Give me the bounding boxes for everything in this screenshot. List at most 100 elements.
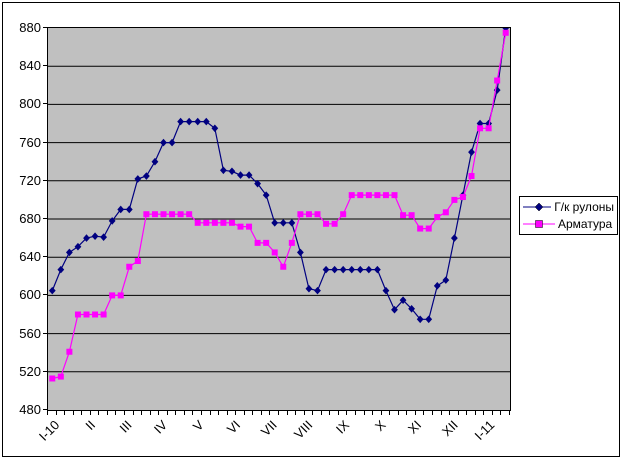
data-point-diamond (125, 205, 133, 214)
y-axis-tick-label: 520 (19, 363, 41, 379)
data-point-square (468, 173, 475, 180)
x-axis-month-label: VII (257, 417, 280, 440)
x-tick-mark (304, 411, 305, 415)
data-point-square (203, 219, 210, 226)
x-tick-mark (398, 411, 399, 415)
data-point-diamond (468, 148, 475, 156)
data-point-diamond (416, 315, 424, 324)
data-point-square (271, 249, 278, 256)
data-point-square (297, 211, 304, 218)
data-point-diamond (65, 248, 73, 257)
y-axis-tick-label: 600 (19, 287, 41, 303)
data-point-diamond (382, 286, 390, 295)
x-tick-mark (346, 411, 347, 415)
x-tick-mark (475, 411, 476, 415)
y-tick-mark (43, 65, 47, 66)
x-tick-mark (415, 411, 416, 415)
y-tick-mark (43, 256, 47, 257)
data-point-diamond (450, 234, 458, 242)
data-point-diamond (83, 234, 90, 242)
data-point-square (211, 219, 218, 226)
x-axis-month-label: XI (405, 417, 425, 437)
data-point-diamond (339, 265, 347, 274)
data-point-diamond (408, 304, 416, 313)
data-point-square (459, 194, 466, 201)
data-point-diamond (117, 205, 125, 214)
data-point-diamond (134, 175, 142, 183)
x-tick-mark (56, 411, 57, 415)
y-axis-tick-label: 680 (19, 211, 41, 226)
data-point-square (477, 125, 484, 132)
x-axis-month-label: IX (332, 417, 352, 437)
data-point-square (494, 77, 501, 84)
legend-item-hot-rolled-coils: Г/к рулоны (523, 200, 614, 215)
x-tick-mark (329, 411, 330, 415)
x-tick-mark (338, 411, 339, 415)
data-point-diamond (91, 232, 99, 240)
x-tick-mark (73, 411, 74, 415)
data-point-square (49, 375, 56, 382)
data-point-square (254, 239, 261, 246)
x-tick-mark (175, 411, 176, 415)
y-tick-mark (43, 218, 47, 219)
x-tick-mark (500, 411, 501, 415)
legend-marker-square-icon (523, 220, 555, 228)
x-tick-mark (150, 411, 151, 415)
data-point-square (83, 311, 90, 318)
x-tick-mark (423, 411, 424, 415)
x-tick-mark (107, 411, 108, 415)
data-point-square (186, 211, 193, 218)
data-point-square (134, 258, 141, 265)
data-point-diamond (356, 265, 364, 274)
data-point-diamond (314, 286, 321, 295)
data-point-diamond (108, 217, 116, 225)
data-point-square (100, 311, 107, 318)
data-point-diamond (391, 305, 398, 314)
x-tick-mark (432, 411, 433, 415)
data-point-square (92, 311, 99, 318)
data-point-square (237, 223, 244, 230)
x-tick-mark (389, 411, 390, 415)
y-tick-mark (43, 180, 47, 181)
x-axis-month-label: II (82, 417, 99, 434)
data-point-diamond (245, 171, 253, 179)
data-point-diamond (296, 248, 304, 257)
x-tick-mark (133, 411, 134, 415)
x-tick-mark (47, 411, 48, 415)
data-point-diamond (433, 282, 441, 290)
data-point-square (194, 219, 201, 226)
legend-item-rebar: Арматура (523, 217, 614, 232)
data-point-diamond (322, 265, 330, 274)
x-tick-mark (466, 411, 467, 415)
x-axis-month-label: III (116, 417, 135, 436)
data-point-diamond (331, 265, 339, 274)
x-tick-mark (441, 411, 442, 415)
x-tick-mark (201, 411, 202, 415)
x-tick-mark (295, 411, 296, 415)
data-point-square (357, 192, 364, 199)
x-tick-mark (218, 411, 219, 415)
x-tick-mark (269, 411, 270, 415)
x-tick-mark (252, 411, 253, 415)
x-tick-mark (81, 411, 82, 415)
data-point-diamond (237, 171, 244, 179)
data-point-square (417, 225, 424, 232)
legend[interactable]: Г/к рулоны Арматура (519, 196, 618, 235)
x-axis-month-label: V (190, 417, 207, 435)
x-axis-month-label: I-10 (35, 417, 62, 444)
data-point-square (425, 225, 432, 232)
x-tick-mark (458, 411, 459, 415)
data-point-diamond (228, 167, 236, 176)
data-point-square (323, 220, 330, 227)
x-tick-mark (492, 411, 493, 415)
x-tick-mark (167, 411, 168, 415)
data-point-diamond (160, 138, 167, 147)
x-tick-mark (141, 411, 142, 415)
data-point-diamond (425, 315, 433, 324)
y-tick-mark (43, 371, 47, 372)
x-axis-month-label: I-11 (471, 417, 497, 444)
y-tick-mark (43, 142, 47, 143)
x-tick-mark (192, 411, 193, 415)
y-axis-tick-label: 800 (19, 96, 41, 112)
